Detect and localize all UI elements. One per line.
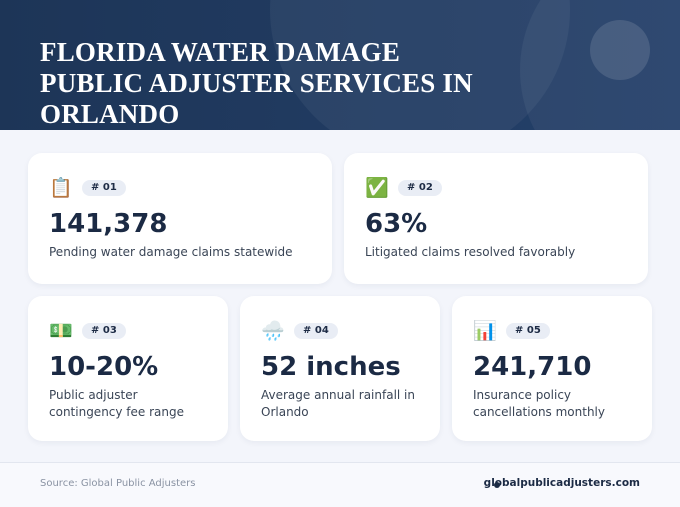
value: 10-20%	[49, 352, 159, 382]
label: Insurance policy cancellations monthly	[473, 388, 605, 419]
stat-card: 💵 # 03 10-20% Public adjuster contingenc…	[28, 296, 228, 441]
decor-circle	[520, 0, 680, 130]
value: 241,710	[473, 352, 592, 382]
icon: ✅	[365, 177, 389, 199]
stat-card: 🌧️ # 04 52 inches Average annual rainfal…	[240, 296, 440, 441]
bullet	[494, 482, 500, 488]
label: Litigated claims resolved favorably	[365, 245, 576, 259]
badge: # 04	[294, 323, 338, 339]
label: Pending water damage claims statewide	[49, 245, 293, 259]
label: Public adjuster contingency fee range	[49, 388, 185, 419]
stat-card: ✅ # 02 63% Litigated claims resolved fav…	[344, 153, 648, 284]
icon: 📊	[473, 320, 497, 342]
footer: Source: Global Public Adjusters globalpu…	[0, 462, 680, 507]
decor-circle	[590, 20, 650, 80]
badge: # 03	[82, 323, 126, 339]
value: 63%	[365, 209, 428, 239]
value: 52 inches	[261, 352, 401, 382]
site-link: globalpublicadjusters.com	[483, 477, 640, 489]
badge: # 02	[398, 180, 442, 196]
badge: # 05	[506, 323, 550, 339]
icon: 💵	[49, 320, 73, 342]
stat-card: 📋 # 01 141,378 Pending water damage clai…	[28, 153, 332, 284]
badge: # 01	[82, 180, 126, 196]
title: FLORIDA WATER DAMAGE PUBLIC ADJUSTER SER…	[40, 37, 473, 129]
decor-circle	[270, 0, 570, 130]
label: Average annual rainfall in Orlando	[261, 388, 415, 419]
stat-card: 📊 # 05 241,710 Insurance policy cancella…	[452, 296, 652, 441]
source: Source: Global Public Adjusters	[40, 478, 196, 489]
icon: 📋	[49, 177, 73, 199]
icon: 🌧️	[261, 320, 285, 342]
header: FLORIDA WATER DAMAGE PUBLIC ADJUSTER SER…	[0, 0, 680, 130]
value: 141,378	[49, 209, 168, 239]
